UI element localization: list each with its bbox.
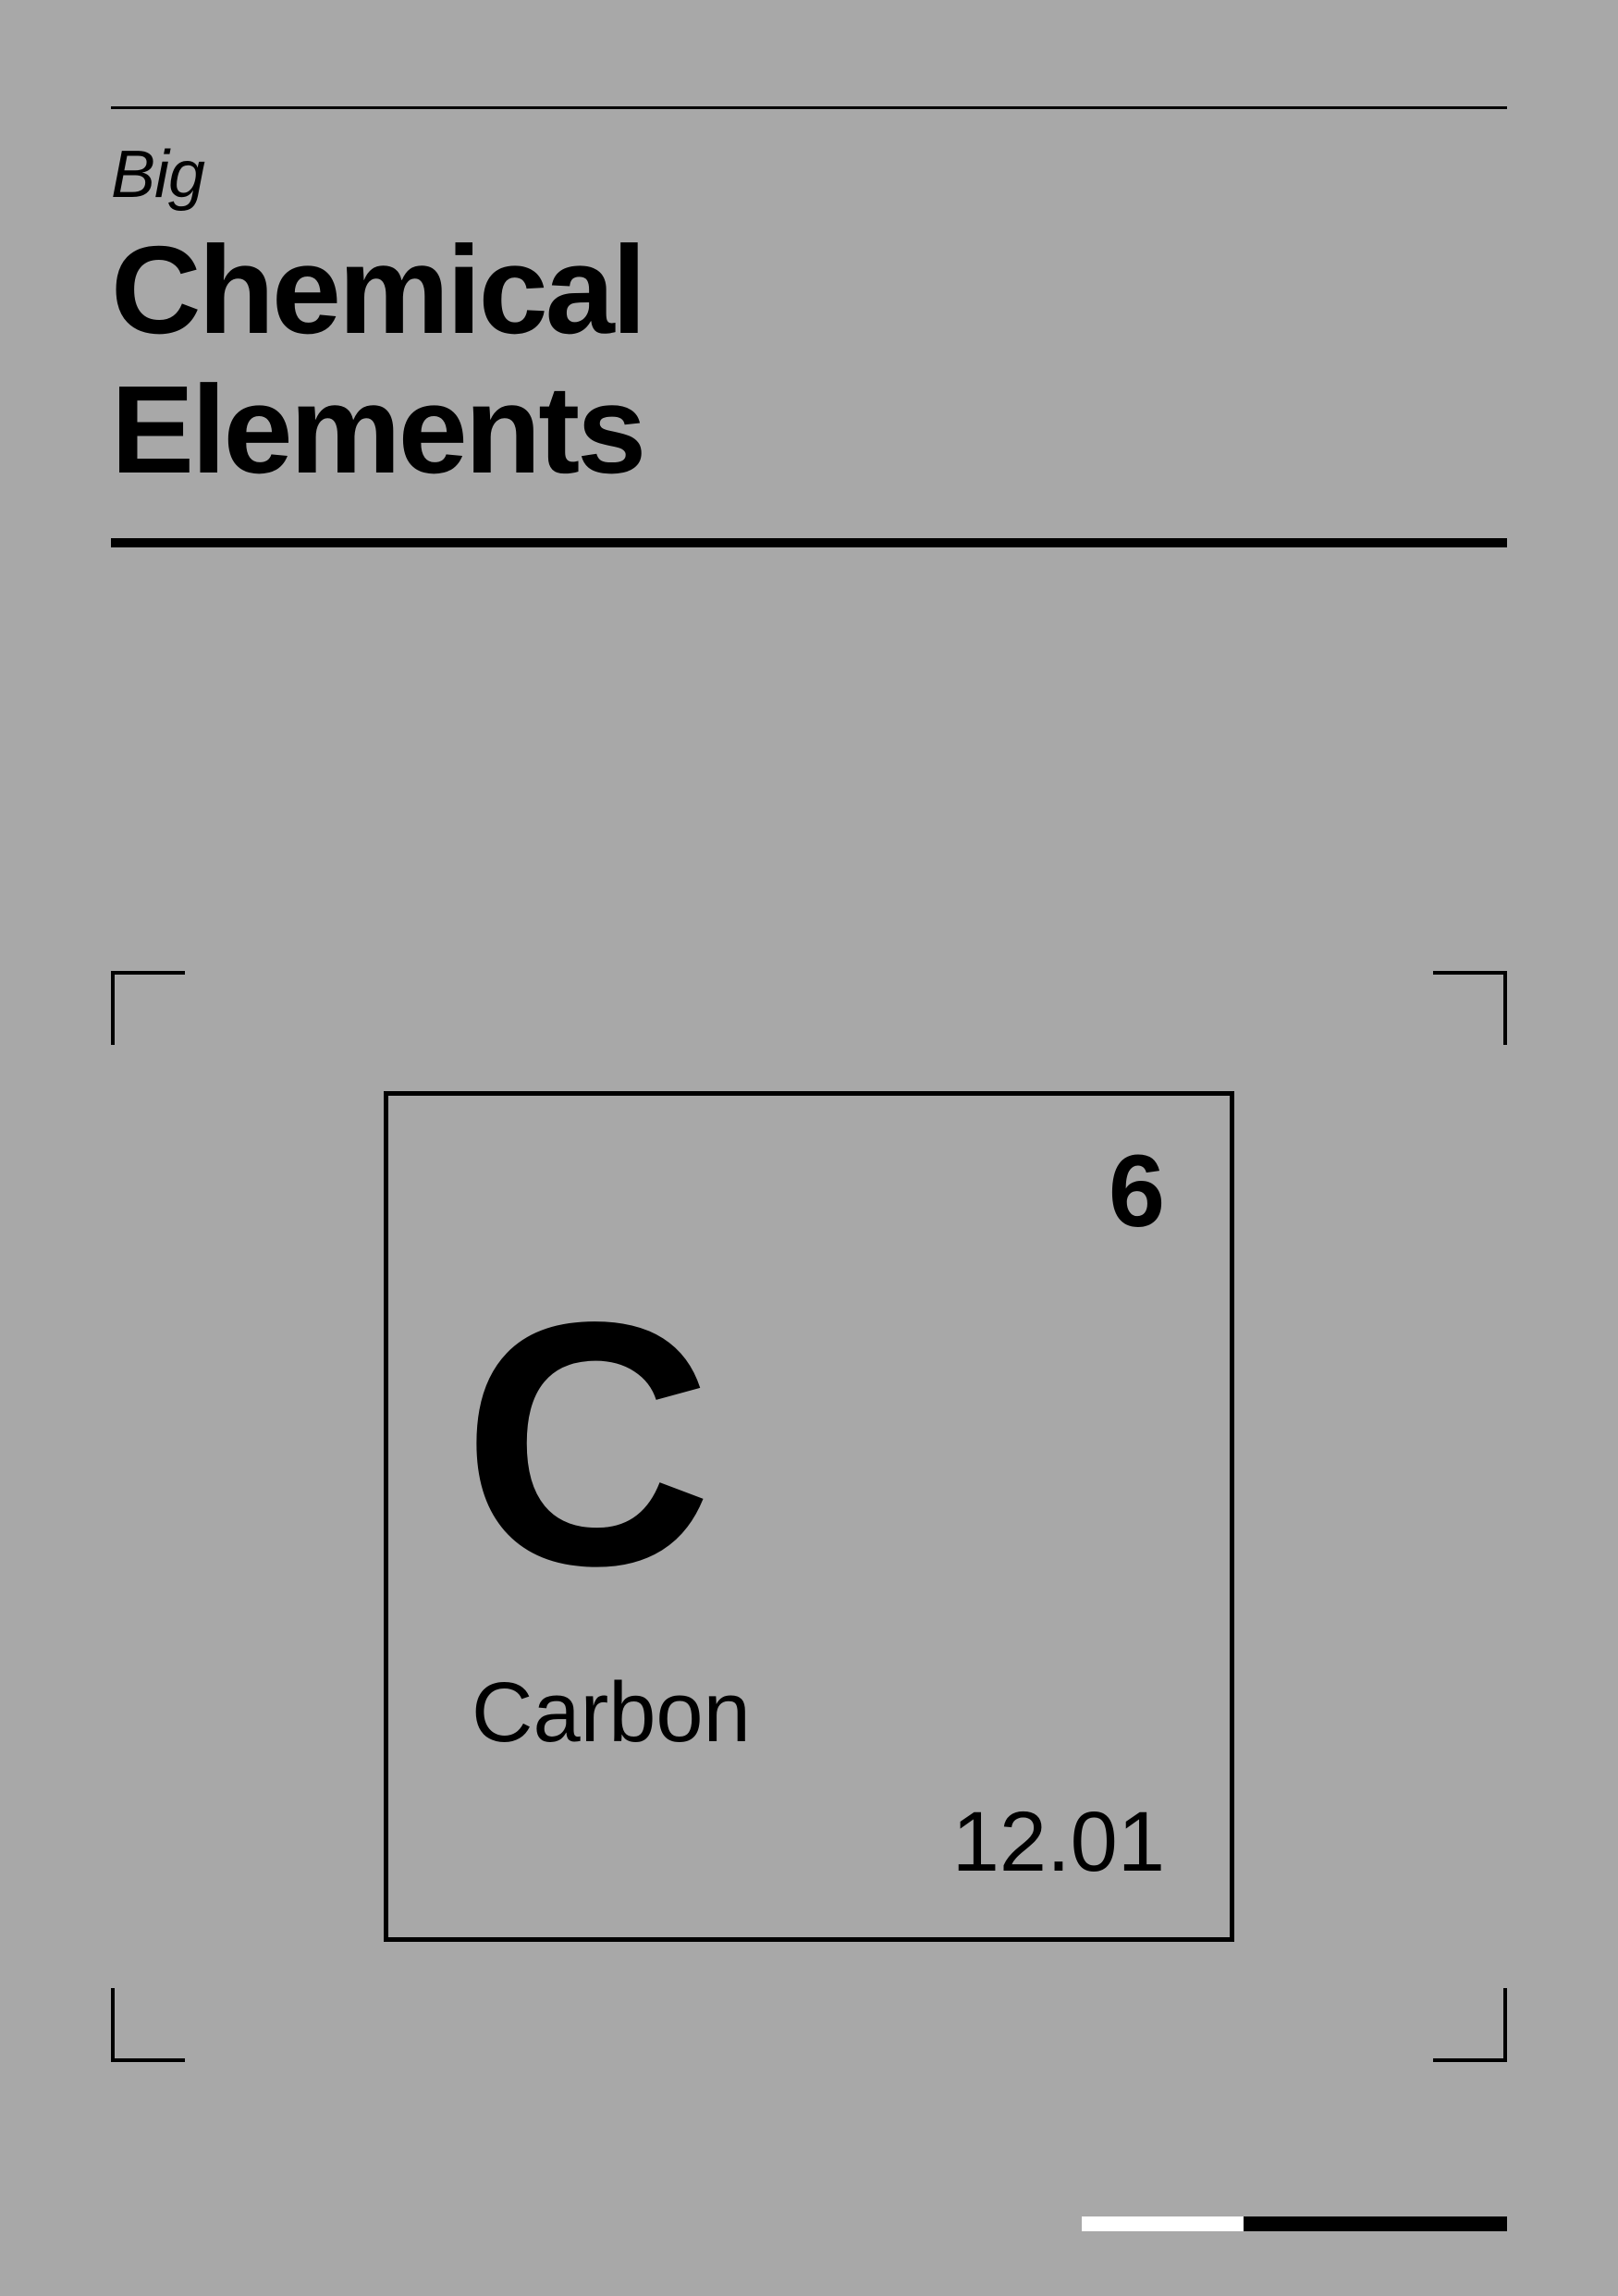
progress-segment-dark xyxy=(1244,2216,1507,2231)
header-eyebrow: Big xyxy=(111,137,1507,213)
progress-indicator xyxy=(1082,2216,1507,2231)
element-symbol: C xyxy=(462,1271,705,1618)
header-title: Chemical Elements xyxy=(111,220,1507,499)
header-title-line2: Elements xyxy=(111,360,644,499)
header-rule-top xyxy=(111,106,1507,109)
crop-mark-top-right xyxy=(1433,971,1507,1045)
header-title-line1: Chemical xyxy=(111,220,644,360)
atomic-mass: 12.01 xyxy=(952,1794,1165,1891)
progress-segment-light xyxy=(1082,2216,1244,2231)
crop-mark-top-left xyxy=(111,971,185,1045)
atomic-number: 6 xyxy=(1109,1133,1165,1250)
element-name: Carbon xyxy=(472,1664,751,1762)
periodic-element-tile: 6 C Carbon 12.01 xyxy=(384,1091,1234,1942)
crop-mark-bottom-right xyxy=(1433,1988,1507,2062)
element-frame: 6 C Carbon 12.01 xyxy=(111,971,1507,2062)
header: Big Chemical Elements xyxy=(111,106,1507,547)
header-rule-bottom xyxy=(111,538,1507,547)
crop-mark-bottom-left xyxy=(111,1988,185,2062)
